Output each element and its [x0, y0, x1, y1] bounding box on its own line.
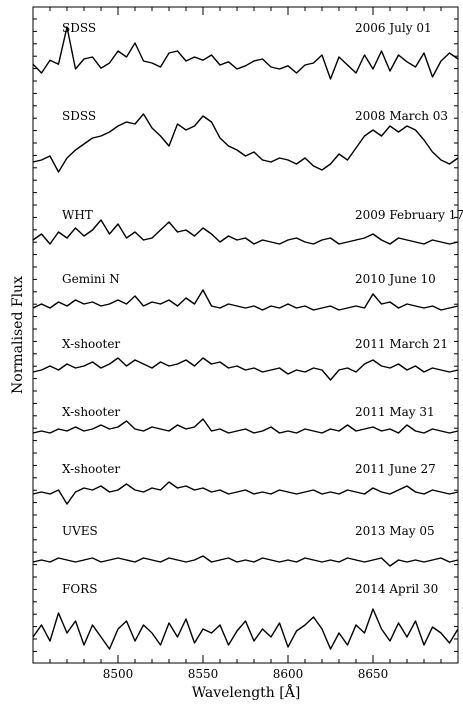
x-tick-label: 8600 — [273, 667, 304, 681]
series-date-label: 2010 June 10 — [355, 272, 436, 286]
spectrum-line — [32, 289, 459, 311]
spectrum-line — [32, 26, 459, 80]
y-axis-label: Normalised Flux — [10, 276, 26, 394]
series-instrument-label: X-shooter — [62, 462, 120, 476]
series-layer: SDSS 2006 July 01 SDSS 2008 March 03 WHT 2009… — [32, 21, 463, 650]
series-date-label: 2011 May 31 — [355, 405, 435, 419]
spectrum-line — [32, 219, 459, 245]
series-date-label: 2011 June 27 — [355, 462, 436, 476]
series-7: X-shooter 2011 June 27 — [32, 462, 459, 505]
series-instrument-label: WHT — [62, 208, 93, 222]
series-date-label: 2013 May 05 — [355, 524, 435, 538]
x-tick-label: 8550 — [188, 667, 219, 681]
series-instrument-label: Gemini N — [62, 272, 120, 286]
spectrum-line — [32, 418, 459, 434]
series-5: X-shooter 2011 March 21 — [32, 337, 459, 381]
x-axis-label: Wavelength [Å] — [192, 683, 301, 701]
series-instrument-label: X-shooter — [62, 337, 120, 351]
series-date-label: 2014 April 30 — [355, 582, 438, 596]
spectrum-line — [32, 555, 459, 567]
series-date-label: 2006 July 01 — [355, 21, 432, 35]
series-instrument-label: UVES — [62, 524, 98, 538]
spectrum-line — [32, 113, 459, 173]
series-8: UVES 2013 May 05 — [32, 524, 459, 567]
spectrum-line — [32, 357, 459, 381]
series-instrument-label: SDSS — [62, 109, 96, 123]
x-tick-label: 8650 — [358, 667, 389, 681]
series-9: FORS 2014 April 30 — [32, 582, 459, 650]
x-tick-label: 8500 — [103, 667, 134, 681]
series-date-label: 2008 March 03 — [355, 109, 448, 123]
series-3: WHT 2009 February 17 — [32, 208, 463, 245]
spectrum-line — [32, 481, 459, 505]
series-instrument-label: X-shooter — [62, 405, 120, 419]
series-2: SDSS 2008 March 03 — [32, 109, 459, 173]
series-date-label: 2009 February 17 — [355, 208, 463, 222]
plot-frame — [32, 6, 459, 664]
series-date-label: 2011 March 21 — [355, 337, 448, 351]
series-6: X-shooter 2011 May 31 — [32, 405, 459, 434]
spectrum-line — [32, 608, 459, 650]
x-axis-ticks: 8500 8550 8600 8650 — [49, 7, 442, 681]
series-4: Gemini N 2010 June 10 — [32, 272, 459, 311]
series-1: SDSS 2006 July 01 — [32, 21, 459, 80]
series-instrument-label: FORS — [62, 582, 97, 596]
series-instrument-label: SDSS — [62, 21, 96, 35]
